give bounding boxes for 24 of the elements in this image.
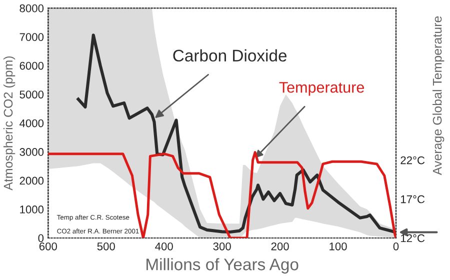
- annotation: Temperature: [279, 82, 364, 96]
- x-tick-label: 600: [39, 242, 57, 250]
- x-axis-title: Millions of Years Ago: [146, 258, 298, 274]
- y-tick-label: 2000: [20, 176, 44, 185]
- y-tick-label: 5000: [20, 90, 44, 98]
- y2-axis-title: Average Global Temperature: [432, 16, 444, 176]
- x-tick-label: 0: [393, 242, 399, 250]
- y-tick-label: 3000: [20, 148, 44, 156]
- y-tick-label: 7000: [20, 33, 44, 41]
- x-tick-label: 500: [97, 242, 115, 250]
- y-tick-label: 1000: [20, 206, 44, 214]
- annotation: Carbon Dioxide: [173, 49, 287, 62]
- y-axis-title: Atmospheric CO2 (ppm): [3, 56, 16, 190]
- y2-tick-label: 22°C: [400, 156, 425, 164]
- y-tick-label: 4000: [20, 119, 44, 128]
- y2-tick-label: 17°C: [401, 195, 425, 204]
- x-tick-label: 300: [213, 242, 231, 250]
- y-tick-label: 8000: [20, 4, 44, 12]
- x-tick-label: 100: [330, 242, 347, 250]
- x-tick-label: 200: [271, 242, 289, 250]
- y2-tick-label: 12°C: [401, 234, 425, 242]
- y-tick-label: 0: [38, 234, 44, 242]
- x-tick-label: 400: [155, 242, 173, 250]
- y-tick-label: 6000: [20, 62, 44, 70]
